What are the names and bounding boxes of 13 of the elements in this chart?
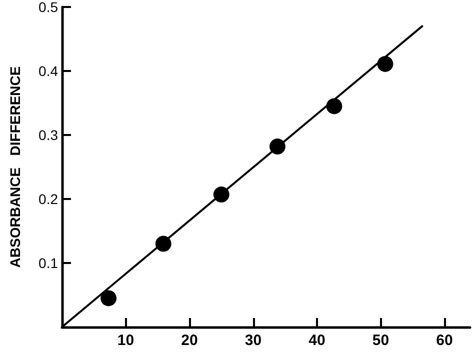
y-tick-label: 0.1 xyxy=(38,255,58,271)
x-tick-label: 10 xyxy=(117,332,134,349)
x-tick-label: 60 xyxy=(436,332,453,349)
y-tick-label: 0.3 xyxy=(38,127,58,143)
y-tick-label: 0.4 xyxy=(38,63,58,79)
x-tick-label: 40 xyxy=(308,332,326,349)
y-axis-title: ABSORBANCE DIFFERENCE xyxy=(7,66,23,268)
x-tick-label: 50 xyxy=(372,332,390,349)
x-tick-label: 20 xyxy=(181,332,198,349)
y-tick-label: 0.2 xyxy=(38,191,58,207)
point xyxy=(100,290,117,306)
x-tick-label: 30 xyxy=(244,332,262,349)
y-tick-label: 0.5 xyxy=(38,0,58,15)
